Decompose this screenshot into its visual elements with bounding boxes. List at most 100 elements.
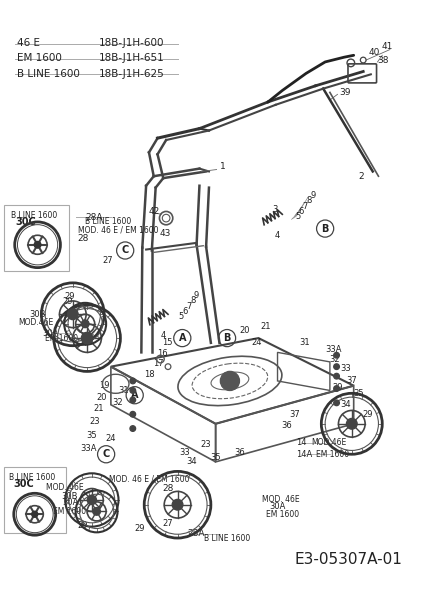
Text: 33A: 33A — [325, 345, 342, 354]
Text: MOD.46E: MOD.46E — [311, 439, 346, 448]
Text: 6: 6 — [298, 207, 304, 216]
Text: 29: 29 — [65, 292, 75, 301]
Circle shape — [130, 412, 136, 417]
Text: 1: 1 — [220, 162, 226, 171]
Text: 15: 15 — [162, 338, 173, 347]
Text: 29: 29 — [63, 298, 73, 307]
Text: EM 1600: EM 1600 — [315, 450, 349, 459]
Text: 18B-J1H-625: 18B-J1H-625 — [98, 68, 164, 79]
Text: 30B: 30B — [29, 310, 46, 319]
Text: B LINE 1600: B LINE 1600 — [9, 473, 55, 482]
Text: 33A: 33A — [81, 444, 97, 453]
Text: 28A: 28A — [188, 529, 205, 538]
Circle shape — [346, 418, 357, 429]
Text: 42: 42 — [148, 207, 159, 216]
Text: 9: 9 — [310, 191, 315, 200]
Text: 9: 9 — [194, 291, 199, 300]
Circle shape — [334, 386, 340, 391]
Text: 30A: 30A — [269, 502, 286, 511]
Text: 28A: 28A — [85, 212, 103, 221]
Circle shape — [130, 425, 136, 431]
Text: 17: 17 — [153, 359, 163, 368]
Text: 18B-J1H-600: 18B-J1H-600 — [98, 38, 164, 48]
Text: 24: 24 — [106, 434, 116, 443]
Text: 20: 20 — [96, 392, 106, 401]
Text: 19: 19 — [99, 381, 109, 390]
Text: C: C — [122, 245, 129, 256]
Text: 41: 41 — [381, 42, 393, 51]
Text: MOD.46E: MOD.46E — [18, 319, 53, 328]
Text: 3: 3 — [272, 205, 277, 214]
Text: EM 1600: EM 1600 — [53, 507, 86, 516]
Text: MOD. 46E: MOD. 46E — [262, 496, 299, 505]
Text: EM 1600: EM 1600 — [266, 510, 299, 519]
Text: B LINE 1600: B LINE 1600 — [85, 217, 131, 226]
Text: 30A: 30A — [63, 499, 79, 508]
Text: 7: 7 — [302, 202, 308, 211]
Text: 5: 5 — [295, 212, 300, 221]
Text: 43: 43 — [159, 229, 171, 238]
Text: 35: 35 — [353, 389, 364, 398]
Text: A: A — [179, 333, 186, 343]
Text: 18: 18 — [144, 370, 154, 379]
Text: 34: 34 — [341, 400, 351, 409]
Circle shape — [334, 364, 340, 370]
Text: EM 1600: EM 1600 — [45, 334, 78, 343]
Text: 39: 39 — [340, 88, 351, 97]
Text: B LINE 1600: B LINE 1600 — [17, 68, 79, 79]
Text: 2: 2 — [358, 172, 364, 181]
Text: MOD. 46E: MOD. 46E — [46, 483, 84, 492]
Text: 31: 31 — [299, 338, 310, 347]
Text: 30C: 30C — [14, 479, 34, 489]
Circle shape — [67, 309, 78, 320]
Circle shape — [172, 499, 183, 510]
Text: 33: 33 — [341, 364, 351, 373]
Text: 37: 37 — [346, 376, 357, 385]
Text: 29: 29 — [134, 524, 145, 533]
Text: B: B — [223, 333, 231, 343]
Text: A: A — [131, 390, 139, 400]
Text: 37: 37 — [289, 410, 300, 419]
Text: MOD. 46 E / EM 1600: MOD. 46 E / EM 1600 — [109, 475, 189, 484]
Text: 21: 21 — [261, 322, 271, 331]
Text: 23: 23 — [201, 440, 212, 449]
Text: 8: 8 — [306, 196, 312, 205]
Text: 32: 32 — [329, 355, 340, 364]
Text: 30A: 30A — [43, 329, 59, 338]
Text: B LINE 1600: B LINE 1600 — [11, 211, 57, 220]
Text: 38: 38 — [377, 56, 389, 65]
Text: B LINE 1600: B LINE 1600 — [204, 535, 251, 544]
Text: 30B: 30B — [62, 491, 78, 500]
Text: 29: 29 — [363, 410, 373, 419]
Text: B: B — [321, 224, 329, 233]
Circle shape — [334, 400, 340, 406]
Text: 27: 27 — [163, 519, 173, 528]
Text: 30C: 30C — [16, 217, 36, 227]
Text: 18B-J1H-651: 18B-J1H-651 — [98, 53, 164, 64]
Text: 5: 5 — [179, 311, 184, 320]
Text: 34: 34 — [187, 457, 197, 466]
Text: 28: 28 — [78, 233, 89, 242]
Circle shape — [32, 511, 38, 517]
Text: 4: 4 — [161, 331, 166, 340]
Text: 32: 32 — [112, 398, 123, 407]
Text: 7: 7 — [186, 302, 192, 311]
Text: 40: 40 — [369, 48, 380, 57]
Text: E3-05307A-01: E3-05307A-01 — [295, 551, 402, 566]
Text: C: C — [103, 449, 110, 459]
Circle shape — [334, 373, 340, 379]
Circle shape — [87, 496, 96, 505]
Text: 21: 21 — [93, 404, 104, 413]
Text: 24: 24 — [251, 338, 262, 347]
Text: 16: 16 — [157, 349, 168, 358]
Text: 14A: 14A — [296, 450, 313, 459]
Circle shape — [81, 320, 89, 328]
Circle shape — [130, 397, 136, 403]
Text: 35: 35 — [210, 452, 221, 461]
Text: 28: 28 — [162, 484, 174, 493]
Text: 6: 6 — [182, 307, 188, 316]
Text: 29: 29 — [332, 383, 343, 392]
Circle shape — [34, 241, 41, 248]
Text: 35: 35 — [86, 431, 97, 440]
Text: 33: 33 — [180, 448, 190, 457]
